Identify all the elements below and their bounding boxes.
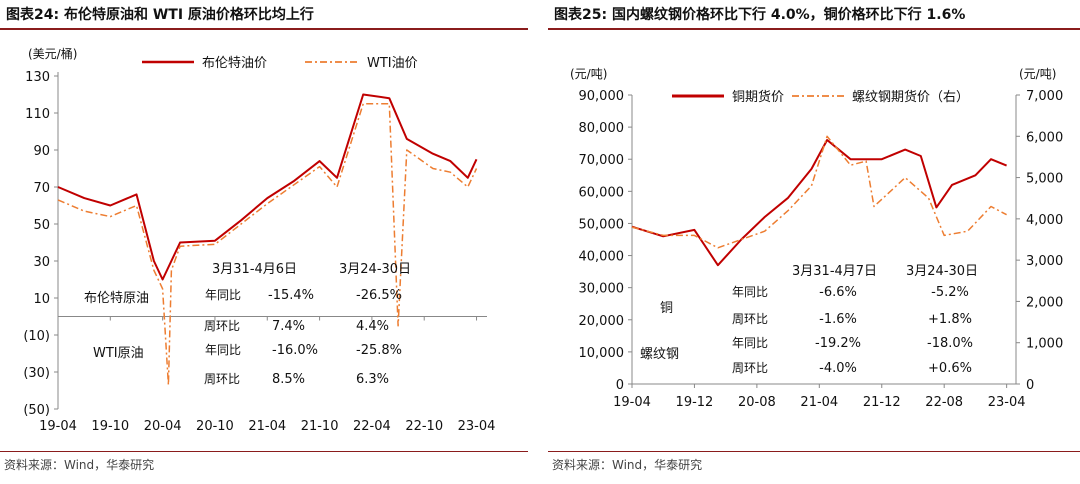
table-row-label: 周环比 (204, 319, 240, 333)
source-note: 资料来源：Wind，华泰研究 (4, 458, 155, 472)
table-row-label: 年同比 (732, 285, 768, 299)
legend-label: 布伦特油价 (202, 56, 267, 71)
series-line-rebar (631, 135, 1007, 249)
table-cell: 8.5% (272, 372, 305, 387)
y-tick-label: 30 (33, 255, 50, 270)
table-cell: -25.8% (356, 343, 402, 358)
table-col-header: 3月24-30日 (339, 262, 411, 277)
y-axis-unit-right: (元/吨) (1019, 67, 1056, 81)
table-cell: +1.8% (928, 312, 972, 327)
x-tick-label: 19-10 (91, 419, 129, 434)
y-tick-label: 110 (25, 107, 50, 122)
table-row-label: 年同比 (205, 288, 241, 302)
legend-label: WTI油价 (367, 56, 418, 71)
y-tick-label-left: 60,000 (579, 185, 625, 200)
source-divider (0, 451, 528, 452)
y-tick-label-left: 50,000 (579, 217, 625, 232)
metal-price-chart: (元/吨) (元/吨) 90,000 80,000 70,000 60,000 50,000… (570, 67, 1063, 410)
y-tick-label-right: 2,000 (1026, 295, 1063, 310)
x-tick-label: 20-10 (196, 419, 234, 434)
x-tick-label: 21-04 (800, 395, 838, 410)
x-tick-label: 22-10 (405, 419, 443, 434)
y-tick-label-right: 0 (1026, 378, 1034, 393)
legend-label: 螺纹钢期货价（右） (852, 89, 969, 105)
x-tick-label: 19-04 (613, 395, 651, 410)
y-tick-label: (50) (23, 403, 50, 418)
table-row-label: 周环比 (204, 372, 240, 386)
table-group-label: 布伦特原油 (84, 291, 149, 306)
table-cell: -26.5% (356, 288, 402, 303)
y-tick-label-left: 40,000 (579, 250, 625, 265)
x-tick-label: 22-08 (925, 395, 963, 410)
x-tick-label: 19-12 (676, 395, 714, 410)
table-row-label: 周环比 (732, 312, 768, 326)
chart-panel-oil: 图表24: 布伦特原油和 WTI 原油价格环比均上行 (美元/桶) 130 110 9… (0, 0, 528, 484)
table-row-label: 周环比 (732, 361, 768, 375)
table-cell: 4.4% (356, 319, 389, 334)
y-tick-label-left: 30,000 (579, 282, 625, 297)
x-tick-label: 21-04 (248, 419, 286, 434)
table-col-header: 3月31-4月6日 (212, 262, 297, 277)
chart-title: 图表24: 布伦特原油和 WTI 原油价格环比均上行 (6, 7, 314, 23)
y-tick-label-left: 90,000 (579, 89, 625, 104)
y-tick-label-right: 6,000 (1026, 130, 1063, 145)
y-tick-label: 90 (33, 144, 50, 159)
y-tick-label-right: 1,000 (1026, 337, 1063, 352)
x-tick-label: 19-04 (39, 419, 77, 434)
y-tick-label: 10 (33, 292, 50, 307)
y-tick-label: 50 (33, 218, 50, 233)
y-tick-label-left: 70,000 (579, 153, 625, 168)
table-cell: -16.0% (272, 343, 318, 358)
table-group-label: 螺纹钢 (640, 347, 679, 362)
table-cell: -4.0% (819, 361, 857, 376)
y-axis-unit: (美元/桶) (28, 46, 77, 61)
x-tick-label: 21-12 (863, 395, 901, 410)
x-tick-label: 20-08 (738, 395, 776, 410)
table-cell: 7.4% (272, 319, 305, 334)
table-cell: +0.6% (928, 361, 972, 376)
y-tick-label: (10) (23, 329, 50, 344)
y-tick-label-right: 5,000 (1026, 172, 1063, 187)
chart-title: 图表25: 国内螺纹钢价格环比下行 4.0%，铜价格环比下行 1.6% (554, 7, 966, 23)
y-tick-label-left: 20,000 (579, 314, 625, 329)
x-tick-label: 23-04 (988, 395, 1026, 410)
table-row-label: 年同比 (732, 336, 768, 350)
table-col-header: 3月24-30日 (906, 264, 978, 279)
source-divider (548, 451, 1080, 452)
series-line-wti (57, 103, 478, 386)
table-group-label: 铜 (660, 301, 673, 316)
y-tick-label-left: 80,000 (579, 121, 625, 136)
x-tick-label: 21-10 (301, 419, 339, 434)
table-cell: -1.6% (819, 312, 857, 327)
y-tick-label: (30) (23, 366, 50, 381)
y-tick-label-right: 4,000 (1026, 213, 1063, 228)
title-divider (0, 28, 528, 30)
series-line-copper (631, 139, 1007, 267)
x-tick-label: 22-04 (353, 419, 391, 434)
oil-price-chart: (美元/桶) 130 110 90 70 50 30 10 (10) (30) (50)19-04 1… (23, 46, 496, 434)
y-tick-label: 70 (33, 181, 50, 196)
source-note: 资料来源：Wind，华泰研究 (552, 458, 703, 472)
chart-panel-metals: 图表25: 国内螺纹钢价格环比下行 4.0%，铜价格环比下行 1.6% (元/吨… (548, 0, 1080, 484)
x-tick-label: 23-04 (458, 419, 496, 434)
title-divider (548, 28, 1080, 30)
table-cell: -5.2% (931, 285, 969, 300)
legend-label: 铜期货价 (732, 89, 784, 105)
y-tick-label-right: 7,000 (1026, 89, 1063, 104)
table-group-label: WTI原油 (93, 346, 144, 361)
y-tick-label-right: 3,000 (1026, 254, 1063, 269)
y-axis-unit-left: (元/吨) (570, 67, 607, 81)
table-cell: -18.0% (927, 336, 973, 351)
y-tick-label: 130 (25, 70, 50, 85)
table-cell: -15.4% (268, 288, 314, 303)
y-tick-label-left: 0 (616, 378, 624, 393)
table-cell: 6.3% (356, 372, 389, 387)
table-cell: -6.6% (819, 285, 857, 300)
y-tick-label-left: 10,000 (579, 346, 625, 361)
table-cell: -19.2% (815, 336, 861, 351)
x-tick-label: 20-04 (144, 419, 182, 434)
table-row-label: 年同比 (205, 343, 241, 357)
series-line-brent (57, 93, 478, 281)
table-col-header: 3月31-4月7日 (792, 264, 877, 279)
